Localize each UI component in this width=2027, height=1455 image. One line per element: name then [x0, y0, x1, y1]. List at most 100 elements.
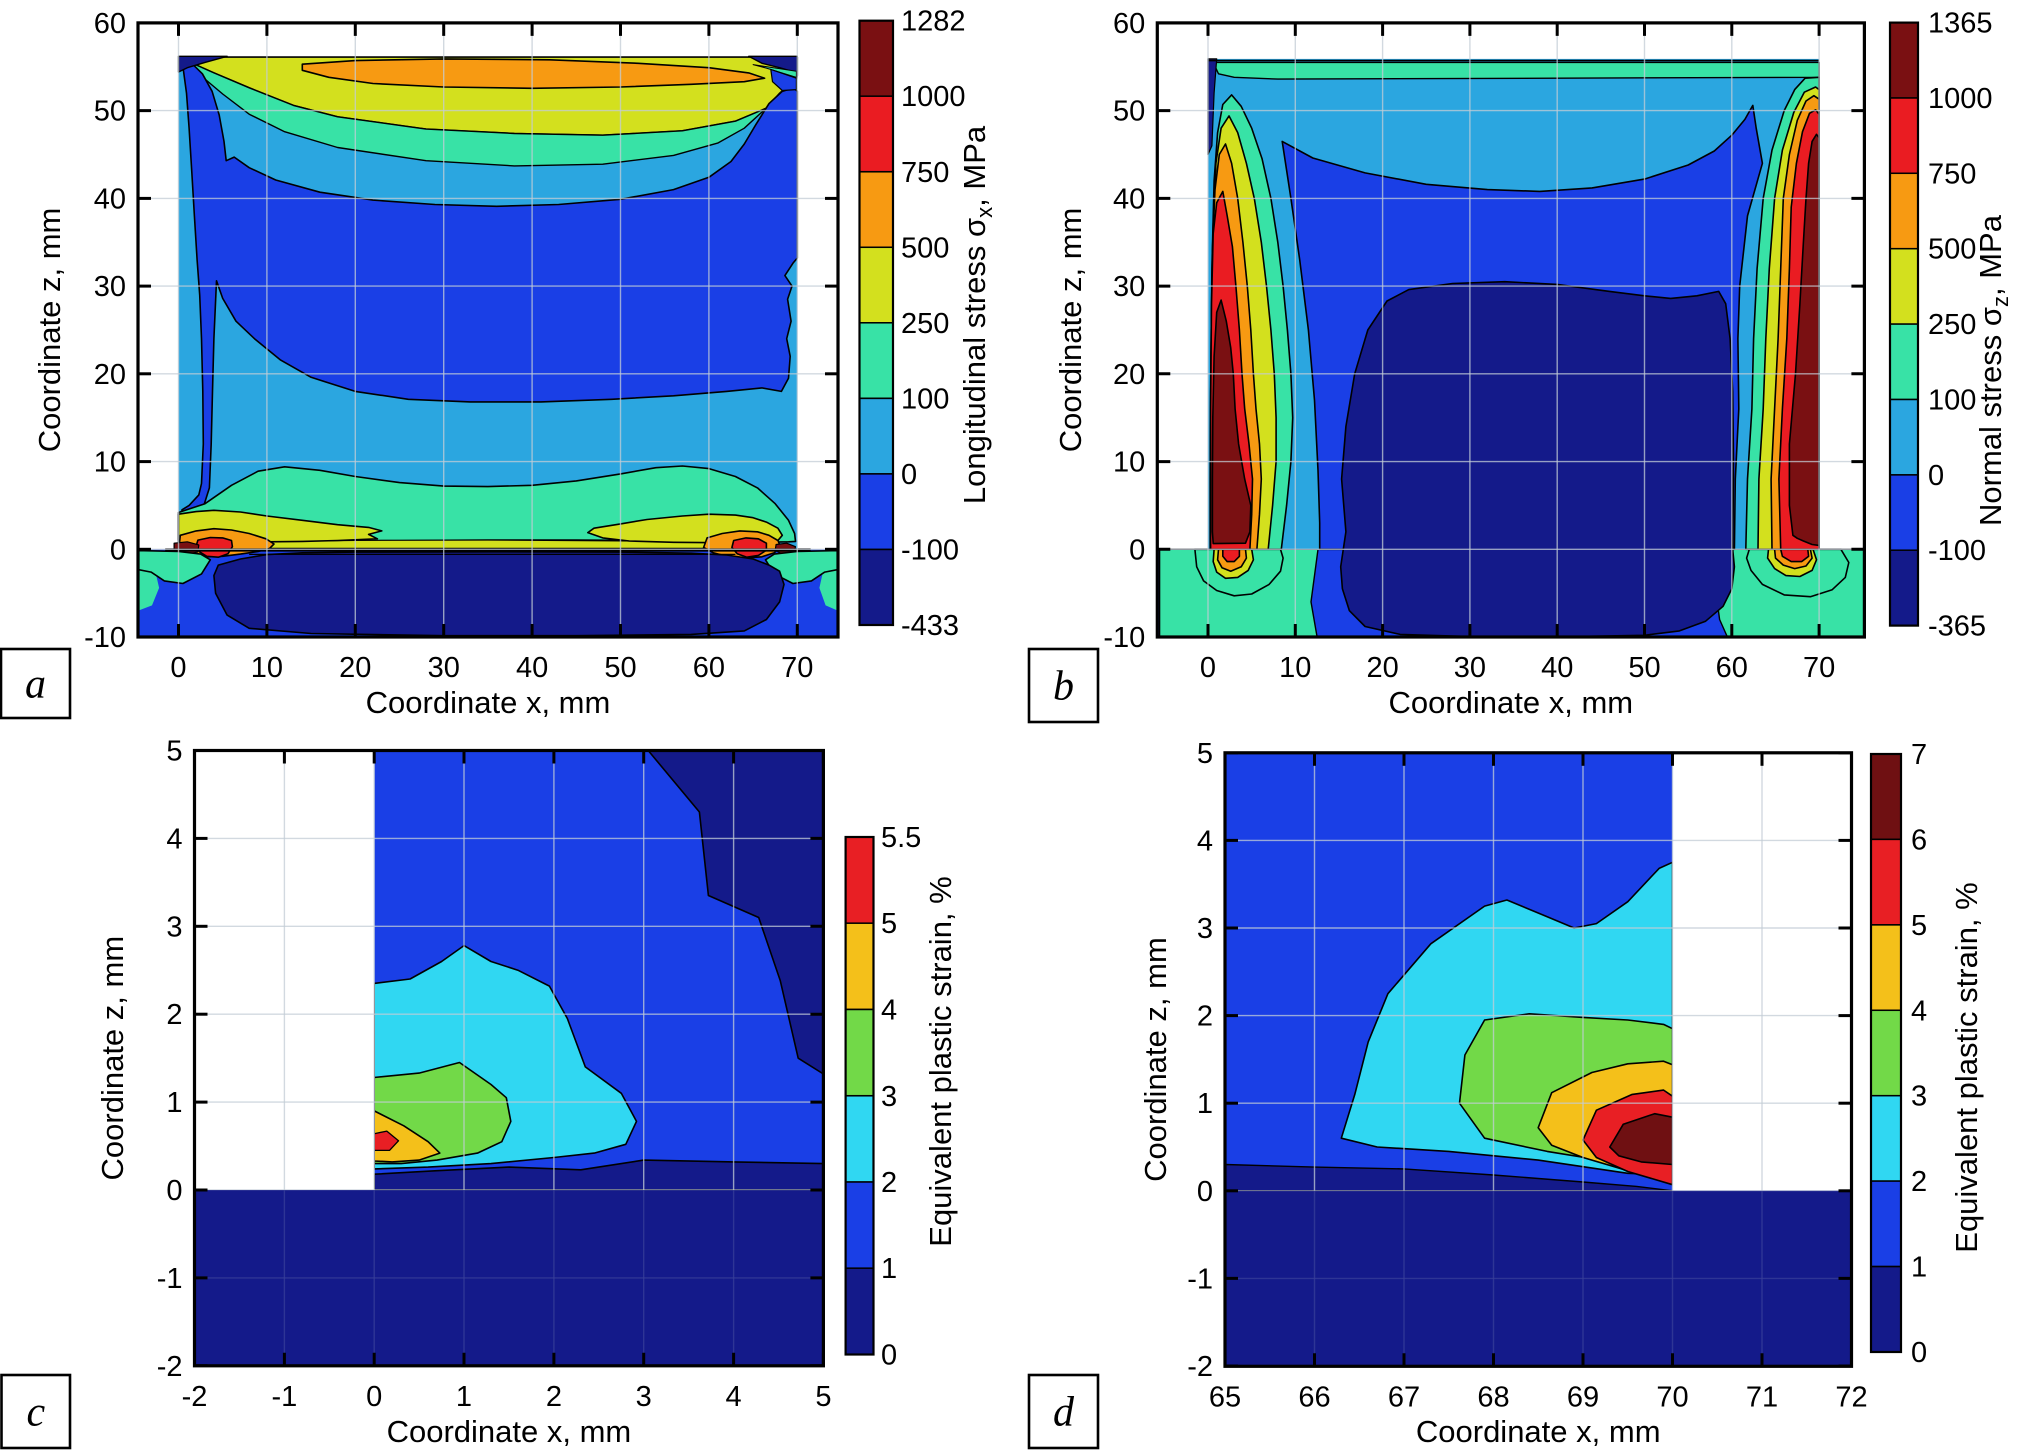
svg-text:20: 20: [339, 652, 371, 684]
svg-text:1282: 1282: [901, 6, 966, 38]
svg-text:4: 4: [726, 1381, 742, 1413]
svg-text:1000: 1000: [1928, 83, 1993, 115]
svg-text:4: 4: [1911, 995, 1927, 1027]
svg-text:70: 70: [781, 652, 813, 684]
svg-text:5: 5: [815, 1381, 831, 1413]
svg-text:1: 1: [456, 1381, 472, 1413]
svg-text:2: 2: [166, 999, 182, 1031]
svg-text:1365: 1365: [1928, 8, 1993, 40]
svg-text:2: 2: [881, 1167, 897, 1199]
svg-text:Equivalent plastic strain, %: Equivalent plastic strain, %: [923, 876, 958, 1246]
svg-text:2: 2: [546, 1381, 562, 1413]
svg-text:1: 1: [881, 1253, 897, 1285]
svg-text:a: a: [25, 662, 46, 708]
svg-text:-433: -433: [901, 610, 959, 642]
svg-text:10: 10: [1113, 447, 1145, 479]
svg-text:40: 40: [1541, 652, 1573, 684]
svg-text:Coordinate z, mm: Coordinate z, mm: [1138, 937, 1173, 1182]
svg-text:250: 250: [1928, 309, 1976, 341]
svg-text:0: 0: [166, 1175, 182, 1207]
svg-text:0: 0: [366, 1381, 382, 1413]
svg-text:Coordinate x, mm: Coordinate x, mm: [1388, 685, 1633, 720]
svg-text:40: 40: [516, 652, 548, 684]
svg-text:40: 40: [94, 183, 126, 215]
svg-text:-1: -1: [1187, 1263, 1213, 1295]
svg-text:3: 3: [166, 911, 182, 943]
svg-text:50: 50: [604, 652, 636, 684]
svg-text:4: 4: [166, 823, 182, 855]
svg-text:0: 0: [901, 459, 917, 491]
svg-text:-10: -10: [1103, 622, 1145, 654]
svg-text:68: 68: [1477, 1381, 1509, 1413]
svg-text:60: 60: [1716, 652, 1748, 684]
svg-text:30: 30: [1454, 652, 1486, 684]
svg-text:500: 500: [1928, 234, 1976, 266]
svg-text:Coordinate z, mm: Coordinate z, mm: [1053, 208, 1088, 453]
svg-text:-2: -2: [182, 1381, 208, 1413]
svg-text:70: 70: [1656, 1381, 1688, 1413]
svg-text:69: 69: [1567, 1381, 1599, 1413]
svg-text:-365: -365: [1928, 611, 1986, 643]
svg-text:20: 20: [94, 359, 126, 391]
svg-text:30: 30: [428, 652, 460, 684]
svg-text:65: 65: [1209, 1381, 1241, 1413]
svg-text:30: 30: [94, 271, 126, 303]
svg-text:5.5: 5.5: [881, 822, 921, 854]
svg-text:Coordinate x, mm: Coordinate x, mm: [366, 685, 611, 720]
svg-text:2: 2: [1911, 1166, 1927, 1198]
svg-text:-2: -2: [157, 1351, 183, 1383]
svg-text:0: 0: [1911, 1337, 1927, 1369]
svg-text:40: 40: [1113, 183, 1145, 215]
svg-text:0: 0: [1197, 1176, 1213, 1208]
svg-text:Equivalent plastic strain, %: Equivalent plastic strain, %: [1949, 882, 1984, 1252]
svg-text:Coordinate x, mm: Coordinate x, mm: [387, 1414, 632, 1449]
svg-text:72: 72: [1835, 1381, 1867, 1413]
svg-text:750: 750: [1928, 158, 1976, 190]
svg-text:Coordinate z, mm: Coordinate z, mm: [95, 936, 130, 1181]
svg-text:30: 30: [1113, 271, 1145, 303]
svg-text:0: 0: [170, 652, 186, 684]
svg-text:3: 3: [636, 1381, 652, 1413]
svg-text:10: 10: [251, 652, 283, 684]
svg-text:20: 20: [1366, 652, 1398, 684]
svg-text:5: 5: [1197, 738, 1213, 770]
svg-text:4: 4: [881, 995, 897, 1027]
svg-text:1: 1: [1911, 1252, 1927, 1284]
svg-text:3: 3: [1197, 913, 1213, 945]
svg-text:d: d: [1053, 1390, 1075, 1436]
svg-text:5: 5: [166, 736, 182, 768]
svg-text:50: 50: [1628, 652, 1660, 684]
svg-text:-10: -10: [84, 622, 126, 654]
svg-text:2: 2: [1197, 1001, 1213, 1033]
svg-text:500: 500: [901, 232, 949, 264]
svg-text:60: 60: [94, 8, 126, 40]
svg-text:1: 1: [166, 1087, 182, 1119]
svg-text:100: 100: [901, 383, 949, 415]
svg-text:c: c: [26, 1390, 45, 1436]
svg-text:-1: -1: [272, 1381, 298, 1413]
svg-text:0: 0: [1928, 460, 1944, 492]
svg-text:Normal stress σz, MPa: Normal stress σz, MPa: [1973, 214, 2013, 526]
svg-text:67: 67: [1388, 1381, 1420, 1413]
svg-text:1: 1: [1197, 1088, 1213, 1120]
svg-text:3: 3: [1911, 1081, 1927, 1113]
svg-text:-2: -2: [1187, 1351, 1213, 1383]
svg-text:60: 60: [1113, 8, 1145, 40]
svg-text:10: 10: [1279, 652, 1311, 684]
svg-text:-1: -1: [157, 1263, 183, 1295]
svg-text:Coordinate x, mm: Coordinate x, mm: [1416, 1414, 1661, 1449]
svg-text:0: 0: [881, 1340, 897, 1372]
svg-text:0: 0: [1129, 534, 1145, 566]
svg-text:7: 7: [1911, 739, 1927, 771]
svg-text:0: 0: [1200, 652, 1216, 684]
svg-text:250: 250: [901, 308, 949, 340]
svg-text:750: 750: [901, 157, 949, 189]
svg-text:3: 3: [881, 1081, 897, 1113]
svg-text:0: 0: [110, 534, 126, 566]
svg-text:50: 50: [94, 96, 126, 128]
svg-text:70: 70: [1803, 652, 1835, 684]
svg-text:Longitudinal stress σx, MPa: Longitudinal stress σx, MPa: [957, 125, 997, 504]
svg-text:71: 71: [1746, 1381, 1778, 1413]
svg-text:-100: -100: [901, 535, 959, 567]
svg-text:50: 50: [1113, 96, 1145, 128]
